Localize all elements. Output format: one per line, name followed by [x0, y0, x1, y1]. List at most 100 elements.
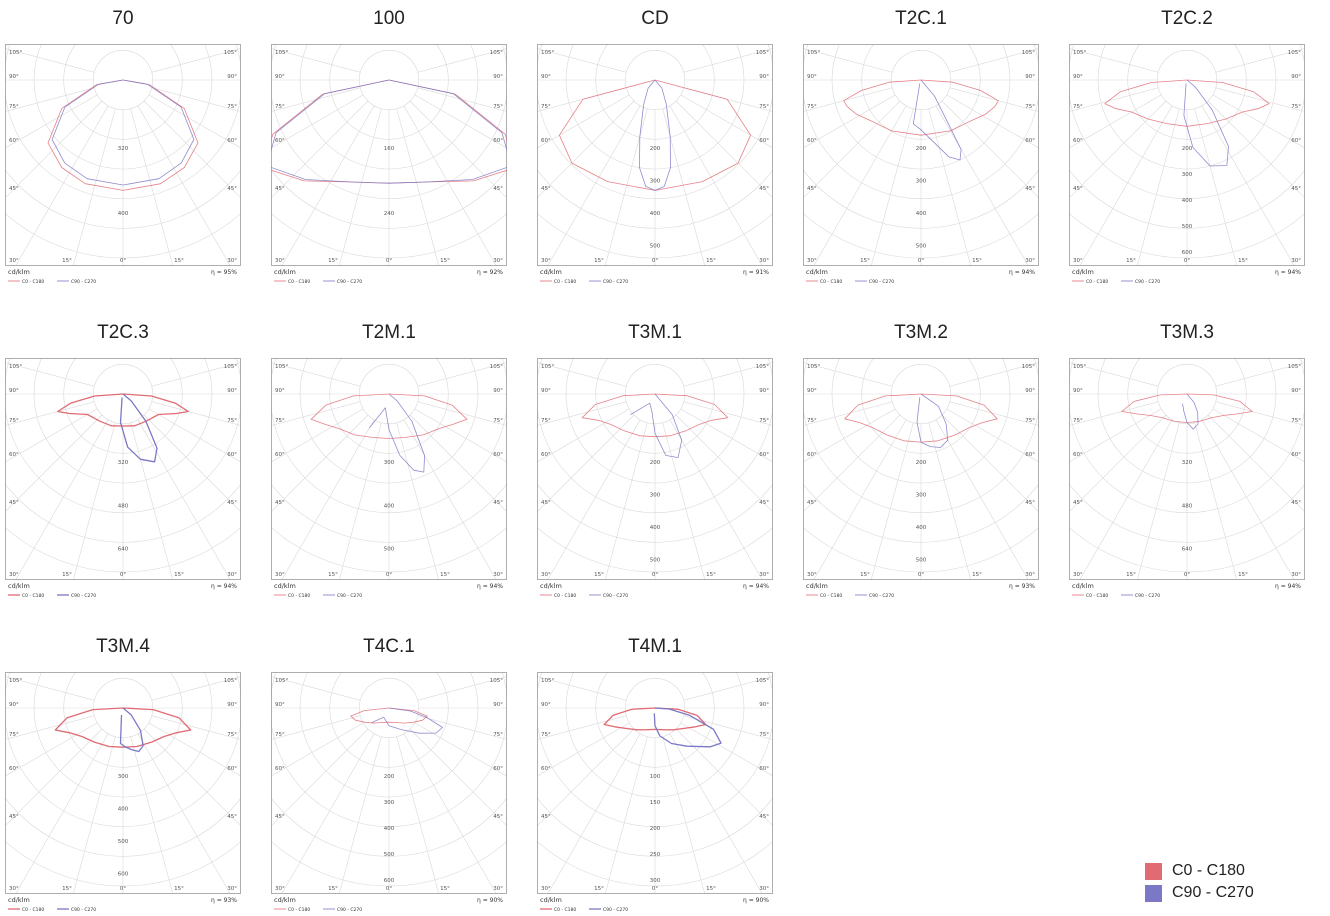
- angle-label: 90°: [275, 74, 285, 80]
- grid-radial: [803, 94, 896, 149]
- ring-value-label: 320: [118, 146, 129, 152]
- grid-radial: [137, 419, 231, 580]
- legend-label-c90-c270: C90 - C270: [1172, 884, 1254, 901]
- grid-radial: [547, 733, 641, 894]
- angle-label: 15°: [62, 258, 72, 264]
- angle-label: 30°: [541, 258, 551, 264]
- angle-label: 45°: [1025, 500, 1035, 506]
- efficiency-label: η = 94%: [1275, 269, 1301, 276]
- angle-label: 75°: [1291, 418, 1301, 424]
- grid-radial: [271, 715, 361, 740]
- polar-chart: T3M.3 105° 105° 90° 90° 75° 75° 60° 60° 45° 45° 30°…: [1069, 322, 1305, 602]
- grid-radial: [417, 48, 507, 73]
- grid-radial: [683, 48, 773, 73]
- angle-label: 90°: [541, 388, 551, 394]
- angle-label: 15°: [860, 572, 870, 578]
- grid-radial: [1207, 100, 1305, 199]
- grid-radial: [949, 48, 1039, 73]
- angle-label: 75°: [275, 104, 285, 110]
- plot-frame: [537, 44, 773, 266]
- angle-label: 60°: [1073, 452, 1083, 458]
- grid-radial: [683, 715, 773, 740]
- mini-legend-red-label: C0 - C180: [820, 593, 842, 599]
- grid-radial: [5, 94, 98, 149]
- polar-chart: T2C.1 105° 105° 90° 90° 75° 75° 60° 60° 45° 45° 30°…: [803, 8, 1039, 288]
- angle-label: 60°: [275, 452, 285, 458]
- angle-label: 30°: [1025, 258, 1035, 264]
- grid-radial: [1069, 94, 1162, 149]
- grid-radial: [338, 736, 382, 894]
- angle-label: 30°: [227, 258, 237, 264]
- chart-title: 70: [112, 8, 134, 29]
- ring-value-label: 500: [384, 547, 395, 553]
- ring-value-label: 320: [118, 460, 129, 466]
- grid-radial: [338, 422, 382, 580]
- plot-frame: [803, 358, 1039, 580]
- grid-radial: [5, 100, 103, 199]
- angle-label: 60°: [9, 452, 19, 458]
- angle-label: 15°: [328, 572, 338, 578]
- polar-plot-svg: 105° 105° 90° 90° 75° 75° 60° 60° 45° 45° 30° 30° 15…: [1069, 44, 1305, 285]
- grid-radial: [137, 733, 231, 894]
- angle-label: 30°: [759, 258, 769, 264]
- grid-radial: [151, 715, 241, 740]
- angle-label: 45°: [1073, 500, 1083, 506]
- grid-radial: [680, 94, 773, 149]
- grid-radial: [271, 408, 364, 463]
- grid-radial: [537, 94, 630, 149]
- efficiency-label: η = 94%: [211, 583, 237, 590]
- angle-label: 30°: [275, 572, 285, 578]
- grid-radial: [949, 87, 1039, 112]
- polar-plot-svg: 105° 105° 90° 90° 75° 75° 60° 60° 45° 45° 30° 30° 15…: [271, 44, 507, 285]
- ring-value-label: 200: [1182, 146, 1193, 152]
- grid-radial: [547, 105, 641, 266]
- angle-label: 45°: [493, 186, 503, 192]
- plot-frame: [5, 44, 241, 266]
- angle-label: 60°: [1025, 452, 1035, 458]
- unit-label: cd/klm: [8, 582, 30, 590]
- grid-radial: [151, 362, 241, 387]
- grid-radial: [1201, 105, 1295, 266]
- efficiency-label: η = 94%: [743, 583, 769, 590]
- angle-label: 45°: [9, 500, 19, 506]
- angle-label: 0°: [386, 886, 392, 892]
- polar-plot-svg: 105° 105° 90° 90° 75° 75° 60° 60° 45° 45° 30° 30° 15…: [271, 672, 507, 913]
- ring-value-label: 400: [118, 211, 129, 217]
- grid-radial: [414, 722, 507, 777]
- grid-radial: [1069, 408, 1162, 463]
- angle-label: 105°: [1288, 364, 1301, 370]
- ring-value-label: 640: [118, 547, 129, 553]
- grid-radial: [396, 736, 440, 894]
- angle-label: 45°: [493, 814, 503, 820]
- angle-label: 15°: [860, 258, 870, 264]
- angle-label: 75°: [275, 732, 285, 738]
- grid-lines: [1069, 358, 1305, 580]
- mini-legend-red-label: C0 - C180: [554, 593, 576, 599]
- angle-label: 45°: [807, 500, 817, 506]
- angle-label: 90°: [541, 702, 551, 708]
- grid-radial: [1136, 422, 1180, 580]
- ring-value-label: 500: [650, 244, 661, 250]
- angle-label: 60°: [759, 452, 769, 458]
- angle-label: 60°: [1291, 138, 1301, 144]
- grid-radial: [281, 105, 375, 266]
- grid-radial: [1212, 94, 1305, 149]
- angle-label: 30°: [807, 258, 817, 264]
- grid-radial: [604, 108, 648, 266]
- grid-radial: [143, 414, 241, 513]
- angle-label: 75°: [1073, 104, 1083, 110]
- grid-radial: [148, 94, 241, 149]
- angle-label: 60°: [807, 138, 817, 144]
- mini-legend-blue-label: C90 - C270: [337, 279, 362, 285]
- grid-radial: [417, 401, 507, 426]
- grid-radial: [680, 722, 773, 777]
- angle-label: 90°: [227, 702, 237, 708]
- mini-legend-red-label: C0 - C180: [554, 279, 576, 285]
- ring-value-label: 600: [1182, 250, 1193, 256]
- angle-label: 15°: [174, 572, 184, 578]
- grid-radial: [409, 414, 507, 513]
- angle-label: 30°: [1025, 572, 1035, 578]
- polar-plot-svg: 105° 105° 90° 90° 75° 75° 60° 60° 45° 45° 30° 30° 15…: [5, 44, 241, 285]
- angle-label: 45°: [1291, 186, 1301, 192]
- unit-label: cd/klm: [274, 582, 296, 590]
